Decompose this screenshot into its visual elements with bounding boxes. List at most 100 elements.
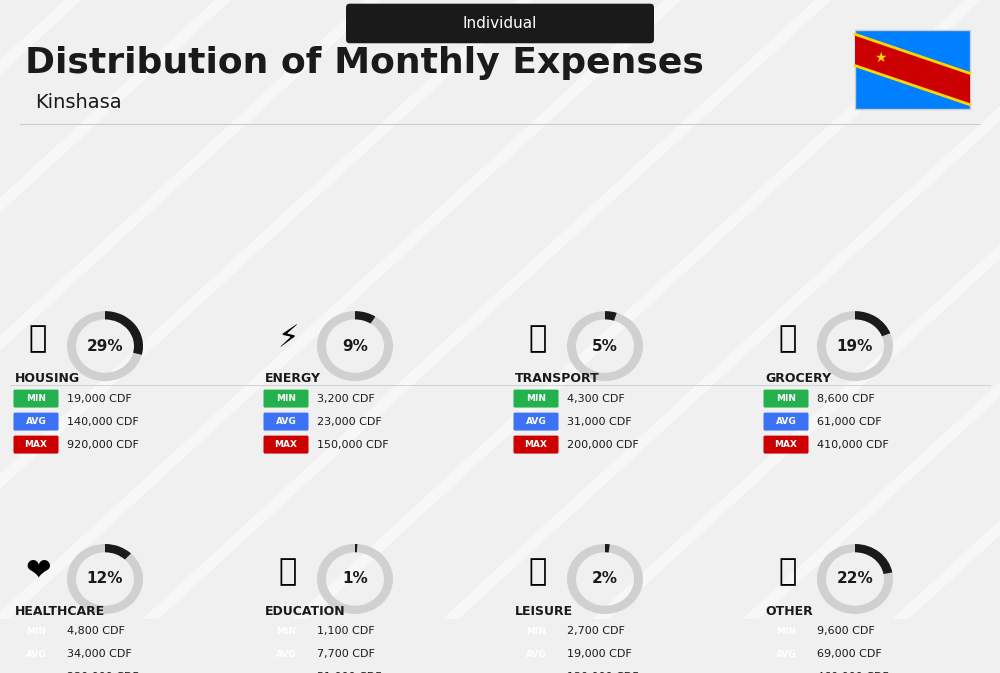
Wedge shape	[567, 311, 643, 381]
Text: 🛍: 🛍	[529, 557, 547, 586]
Text: 200,000 CDF: 200,000 CDF	[567, 439, 639, 450]
FancyBboxPatch shape	[514, 645, 558, 664]
FancyBboxPatch shape	[764, 435, 808, 454]
Text: TRANSPORT: TRANSPORT	[515, 371, 600, 385]
FancyBboxPatch shape	[764, 390, 808, 408]
Wedge shape	[855, 311, 890, 336]
FancyBboxPatch shape	[514, 668, 558, 673]
Text: 🛒: 🛒	[779, 324, 797, 353]
Polygon shape	[855, 34, 970, 105]
Text: ★: ★	[874, 50, 887, 65]
Text: 29%: 29%	[87, 339, 123, 353]
FancyBboxPatch shape	[514, 623, 558, 641]
FancyBboxPatch shape	[264, 668, 308, 673]
Text: 920,000 CDF: 920,000 CDF	[67, 439, 139, 450]
Text: Distribution of Monthly Expenses: Distribution of Monthly Expenses	[25, 46, 704, 79]
Text: 150,000 CDF: 150,000 CDF	[317, 439, 389, 450]
Wedge shape	[817, 544, 893, 614]
Text: MIN: MIN	[776, 394, 796, 403]
Text: 69,000 CDF: 69,000 CDF	[817, 649, 882, 660]
FancyBboxPatch shape	[764, 623, 808, 641]
Wedge shape	[105, 311, 143, 355]
FancyBboxPatch shape	[14, 645, 58, 664]
Text: MAX: MAX	[524, 440, 548, 449]
Text: AVG: AVG	[526, 417, 546, 426]
Text: 19,000 CDF: 19,000 CDF	[567, 649, 632, 660]
Text: AVG: AVG	[26, 650, 46, 659]
Text: Individual: Individual	[463, 16, 537, 31]
FancyBboxPatch shape	[264, 623, 308, 641]
Text: HOUSING: HOUSING	[15, 371, 80, 385]
FancyBboxPatch shape	[514, 413, 558, 431]
Text: Kinshasa: Kinshasa	[35, 93, 122, 112]
Text: MIN: MIN	[26, 627, 46, 636]
Text: MIN: MIN	[276, 394, 296, 403]
FancyBboxPatch shape	[14, 413, 58, 431]
FancyBboxPatch shape	[514, 435, 558, 454]
Wedge shape	[355, 544, 357, 553]
Text: MAX: MAX	[24, 440, 48, 449]
Text: AVG: AVG	[276, 650, 296, 659]
Text: 2,700 CDF: 2,700 CDF	[567, 627, 625, 637]
Wedge shape	[317, 311, 393, 381]
Text: 1%: 1%	[342, 571, 368, 586]
Text: MIN: MIN	[776, 627, 796, 636]
Text: AVG: AVG	[776, 417, 796, 426]
Wedge shape	[67, 311, 143, 381]
Text: 9,600 CDF: 9,600 CDF	[817, 627, 875, 637]
FancyBboxPatch shape	[346, 3, 654, 43]
Text: 410,000 CDF: 410,000 CDF	[817, 439, 889, 450]
FancyBboxPatch shape	[764, 668, 808, 673]
FancyBboxPatch shape	[264, 435, 308, 454]
Text: AVG: AVG	[526, 650, 546, 659]
Text: 7,700 CDF: 7,700 CDF	[317, 649, 375, 660]
Wedge shape	[605, 544, 610, 553]
FancyBboxPatch shape	[514, 390, 558, 408]
Wedge shape	[817, 311, 893, 381]
Text: 3,200 CDF: 3,200 CDF	[317, 394, 375, 404]
Text: 🎓: 🎓	[279, 557, 297, 586]
Text: 19%: 19%	[837, 339, 873, 353]
Text: 4,800 CDF: 4,800 CDF	[67, 627, 125, 637]
Text: MIN: MIN	[26, 394, 46, 403]
Text: GROCERY: GROCERY	[765, 371, 831, 385]
FancyBboxPatch shape	[855, 30, 970, 108]
FancyBboxPatch shape	[264, 413, 308, 431]
Text: HEALTHCARE: HEALTHCARE	[15, 605, 105, 618]
Text: 23,000 CDF: 23,000 CDF	[317, 417, 382, 427]
Text: 12%: 12%	[87, 571, 123, 586]
Text: 5%: 5%	[592, 339, 618, 353]
Wedge shape	[67, 544, 143, 614]
FancyBboxPatch shape	[14, 668, 58, 673]
Text: 🏢: 🏢	[29, 324, 47, 353]
Text: 34,000 CDF: 34,000 CDF	[67, 649, 132, 660]
Wedge shape	[105, 544, 131, 559]
Text: 140,000 CDF: 140,000 CDF	[67, 417, 139, 427]
Text: 4,300 CDF: 4,300 CDF	[567, 394, 625, 404]
Text: 8,600 CDF: 8,600 CDF	[817, 394, 875, 404]
Text: 2%: 2%	[592, 571, 618, 586]
Text: AVG: AVG	[776, 650, 796, 659]
Text: ❤: ❤	[25, 557, 51, 586]
Text: AVG: AVG	[276, 417, 296, 426]
Wedge shape	[317, 544, 393, 614]
Text: 1,100 CDF: 1,100 CDF	[317, 627, 375, 637]
Wedge shape	[855, 544, 892, 574]
FancyBboxPatch shape	[264, 390, 308, 408]
Text: 🚌: 🚌	[529, 324, 547, 353]
Text: ENERGY: ENERGY	[265, 371, 321, 385]
Text: MAX: MAX	[274, 440, 298, 449]
FancyBboxPatch shape	[14, 435, 58, 454]
Text: OTHER: OTHER	[765, 605, 813, 618]
Text: 9%: 9%	[342, 339, 368, 353]
Wedge shape	[355, 311, 375, 324]
FancyBboxPatch shape	[264, 645, 308, 664]
Text: MIN: MIN	[276, 627, 296, 636]
Text: 31,000 CDF: 31,000 CDF	[567, 417, 632, 427]
Wedge shape	[567, 544, 643, 614]
Text: 22%: 22%	[837, 571, 873, 586]
Text: EDUCATION: EDUCATION	[265, 605, 346, 618]
Text: 💰: 💰	[779, 557, 797, 586]
Text: ⚡: ⚡	[277, 324, 299, 353]
Text: MIN: MIN	[526, 627, 546, 636]
